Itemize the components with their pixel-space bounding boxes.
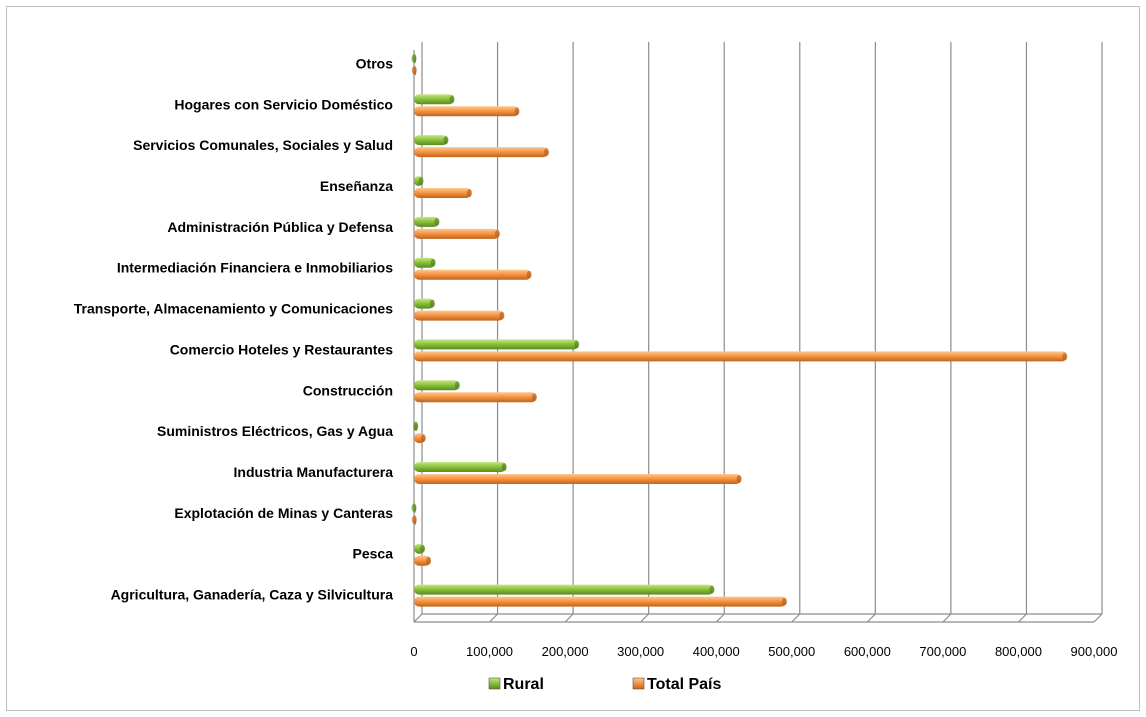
bar-end-cap [709,585,715,594]
bar-total-pais [414,106,520,117]
category-label: Transporte, Almacenamiento y Comunicacio… [74,301,393,317]
bar-end-cap [420,544,426,553]
bar-total-pais [414,147,549,158]
category-label: Agricultura, Ganadería, Caza y Silvicult… [111,587,394,603]
x-tick-labels: 0 100,000 200,000 300,000 400,000 500,000 600,… [410,644,1117,659]
bar-total-pais [414,474,742,484]
floor-tick [942,613,952,623]
category-label: Intermediación Financiera e Inmobiliario… [117,260,393,276]
floor-tick [640,613,650,623]
x-tick-label: 200,000 [542,644,589,659]
bar-total-pais [414,269,532,280]
floor-tick [1018,613,1027,623]
x-tick-label: 900,000 [1071,644,1118,659]
chart-frame [6,6,1140,711]
category-label: Suministros Eléctricos, Gas y Agua [157,423,393,439]
bar-end-cap [454,381,460,390]
x-tick-label: 400,000 [693,644,740,659]
bar-rural [414,94,455,105]
floor-tick [1093,613,1103,623]
category-labels: Agricultura, Ganadería, Caza y Silvicult… [74,55,393,602]
bars [411,53,1068,607]
bar-end-cap [501,463,507,471]
bar-end-cap [420,434,426,443]
bar-end-cap [411,66,417,75]
bar-end-cap [411,54,417,63]
x-tick-label: 100,000 [466,644,513,659]
category-label: Administración Pública y Defensa [167,219,393,235]
category-label: Hogares con Servicio Doméstico [174,96,393,112]
bar-end-cap [574,340,580,349]
bar-total-pais [414,228,500,239]
bar-end-cap [499,311,505,320]
x-tick-label: 0 [410,644,417,659]
bar-rural [414,584,714,595]
bar-rural [414,462,507,472]
bar-total-pais [414,351,1067,362]
category-label: Industria Manufacturera [234,464,394,480]
x-tick-label: 800,000 [995,644,1042,659]
category-label: Otros [356,55,394,71]
floor-tick [791,613,801,623]
bar-end-cap [443,136,449,145]
bar-end-cap [434,217,440,226]
bar-end-cap [531,393,537,402]
bar-total-pais [414,596,787,607]
bar-rural [414,257,436,268]
x-tick-label: 700,000 [919,644,966,659]
bar-end-cap [543,148,549,157]
floor-tick [564,613,574,623]
category-label: Enseñanza [320,178,393,194]
legend-swatch-rural [488,677,501,690]
legend-label-total-pais: Total País [647,676,721,693]
bar-end-cap [426,556,432,565]
floor-tick [413,613,423,623]
floor-tick [866,613,876,623]
bar-end-cap [411,503,417,512]
x-tick-label: 300,000 [617,644,664,659]
bar-rural [414,216,439,227]
bar-end-cap [418,177,424,185]
floor-tick [489,613,498,623]
bar-end-cap [781,597,787,606]
bar-total-pais [414,310,504,321]
bar-end-cap [411,515,417,524]
bar-end-cap [514,107,520,116]
x-tick-label: 600,000 [844,644,891,659]
bar-rural [414,380,460,391]
bar-end-cap [413,422,419,431]
bar-end-cap [430,258,436,267]
legend-label-rural: Rural [503,676,544,693]
category-label: Explotación de Minas y Canteras [174,505,393,521]
bar-rural [414,135,448,146]
bar-rural [414,298,435,309]
category-label: Servicios Comunales, Sociales y Salud [133,137,393,153]
bar-total-pais [414,392,537,403]
bar-end-cap [449,95,455,104]
axes [413,50,1102,623]
legend: Rural Total País [488,676,721,693]
bar-end-cap [736,475,742,483]
bar-end-cap [466,189,472,197]
bar-total-pais [414,188,472,198]
legend-swatch-total-pais [632,677,645,690]
category-label: Pesca [353,546,394,562]
gridlines [413,42,1103,623]
bar-end-cap [526,270,532,279]
bar-rural [414,339,579,350]
bar-end-cap [494,229,500,238]
bar-total-pais [414,555,431,566]
bar-end-cap [429,299,435,308]
category-label: Construcción [303,382,393,398]
bar-end-cap [1062,352,1068,361]
x-tick-label: 500,000 [768,644,815,659]
floor-tick [715,613,725,623]
category-label: Comercio Hoteles y Restaurantes [170,341,394,357]
